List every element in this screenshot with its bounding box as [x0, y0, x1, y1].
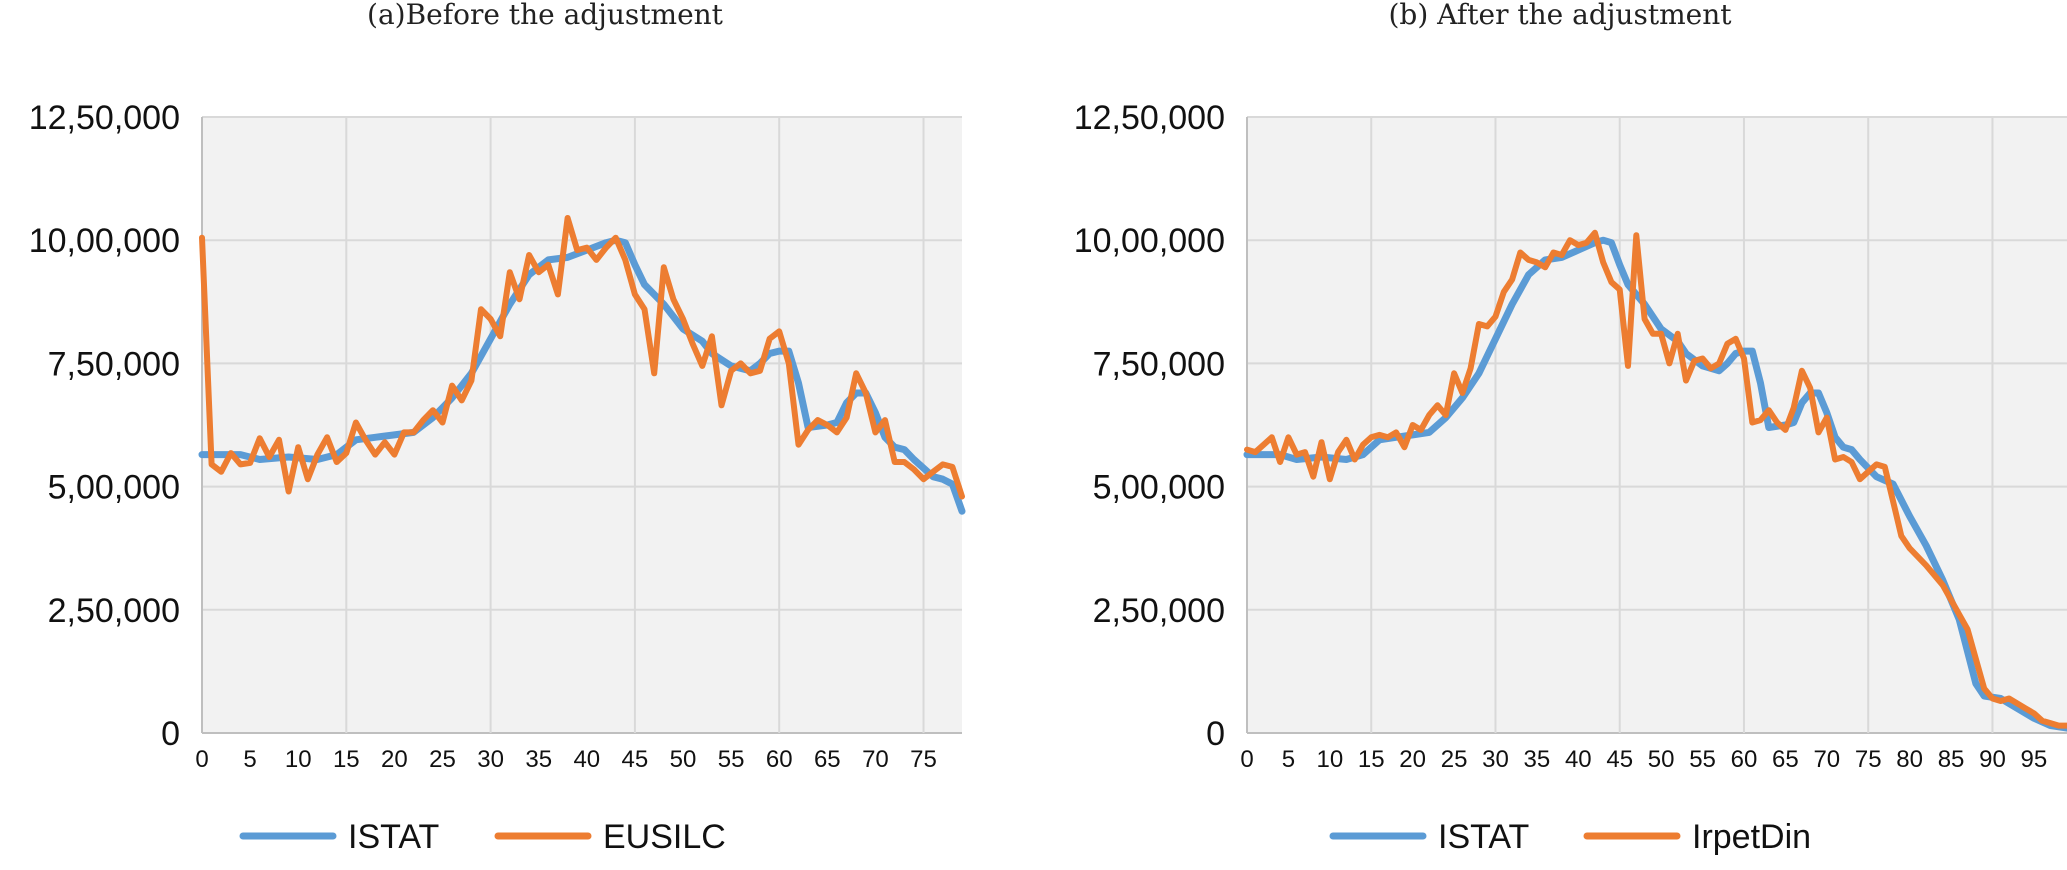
- x-tick-label: 45: [1606, 746, 1633, 773]
- x-tick-label: 65: [1772, 746, 1799, 773]
- x-tick-label: 10: [1316, 746, 1343, 773]
- y-tick-label: 10,00,000: [29, 222, 180, 260]
- x-tick-label: 85: [1938, 746, 1965, 773]
- gridlines-after: [1246, 116, 2067, 734]
- x-tick-label: 40: [573, 746, 600, 773]
- y-tick-label: 7,50,000: [48, 345, 180, 383]
- x-tick-label: 30: [1482, 746, 1509, 773]
- x-tick-label: 35: [1524, 746, 1551, 773]
- x-tick-label: 55: [1689, 746, 1716, 773]
- y-tick-label: 2,50,000: [1093, 592, 1225, 630]
- gridlines-before: [201, 116, 962, 734]
- legend-after: ISTAT IrpetDin: [1329, 818, 1811, 856]
- x-tick-label: 5: [1282, 746, 1295, 773]
- x-tick-label: 75: [1855, 746, 1882, 773]
- y-axis-before: 0 2,50,000 5,00,000 7,50,000 10,00,000 12,50,…: [29, 99, 180, 753]
- series-line-eusilc: [199, 215, 965, 500]
- y-tick-label: 2,50,000: [48, 592, 180, 630]
- x-tick-label: 0: [195, 746, 208, 773]
- x-tick-label: 60: [766, 746, 793, 773]
- y-tick-label: 10,00,000: [1074, 222, 1225, 260]
- y-tick-label: 0: [1206, 715, 1225, 753]
- x-tick-label: 20: [1399, 746, 1426, 773]
- x-tick-label: 25: [1441, 746, 1468, 773]
- legend-label-istat: ISTAT: [1438, 818, 1529, 856]
- y-tick-label: 12,50,000: [1074, 99, 1225, 137]
- series-lines-after: [1243, 229, 2067, 732]
- plot-area-before: [202, 117, 962, 733]
- x-tick-label: 5: [243, 746, 256, 773]
- series-line-istat: [198, 236, 966, 515]
- series-line-istat: [1243, 236, 2067, 732]
- x-tick-label: 0: [1240, 746, 1253, 773]
- chart-title-after: (b) After the adjustment: [1389, 0, 1733, 31]
- panel-after-adjustment: (b) After the adjustment 0 2,50,000 5,00,0…: [1074, 0, 2067, 856]
- plot-area-after: [1247, 117, 2067, 733]
- x-axis-after: 0 5 10 15 20 25 30 35 40 45 50 55 60 65 70 75 80 85 90 95: [1240, 746, 2047, 773]
- x-tick-label: 50: [1648, 746, 1675, 773]
- panel-before-adjustment: (a)Before the adjustment 0 2,50,000 5,00,0…: [29, 0, 966, 856]
- y-tick-label: 5,00,000: [1093, 469, 1225, 507]
- x-tick-label: 30: [477, 746, 504, 773]
- legend-label-eusilc: EUSILC: [603, 818, 726, 856]
- x-tick-label: 45: [622, 746, 649, 773]
- legend-label-irpetdin: IrpetDin: [1692, 818, 1811, 856]
- x-tick-label: 25: [429, 746, 456, 773]
- x-tick-label: 60: [1731, 746, 1758, 773]
- series-line-irpetdin: [1244, 229, 2067, 729]
- y-tick-label: 0: [161, 715, 180, 753]
- x-tick-label: 40: [1565, 746, 1592, 773]
- x-tick-label: 20: [381, 746, 408, 773]
- x-tick-label: 15: [333, 746, 360, 773]
- x-tick-label: 35: [525, 746, 552, 773]
- x-tick-label: 50: [670, 746, 697, 773]
- chart-title-before: (a)Before the adjustment: [367, 0, 724, 31]
- y-tick-label: 12,50,000: [29, 99, 180, 137]
- y-tick-label: 5,00,000: [48, 469, 180, 507]
- x-tick-label: 70: [862, 746, 889, 773]
- x-tick-label: 90: [1979, 746, 2006, 773]
- x-tick-label: 80: [1896, 746, 1923, 773]
- x-tick-label: 10: [285, 746, 312, 773]
- legend-before: ISTAT EUSILC: [239, 818, 726, 856]
- x-tick-label: 55: [718, 746, 745, 773]
- y-tick-label: 7,50,000: [1093, 345, 1225, 383]
- y-axis-after: 0 2,50,000 5,00,000 7,50,000 10,00,000 12,50,…: [1074, 99, 1225, 753]
- x-tick-label: 95: [2021, 746, 2048, 773]
- x-tick-label: 70: [1813, 746, 1840, 773]
- series-lines-before: [198, 215, 966, 515]
- legend-label-istat: ISTAT: [348, 818, 439, 856]
- x-tick-label: 65: [814, 746, 841, 773]
- x-axis-before: 0 5 10 15 20 25 30 35 40 45 50 55 60 65 70 75: [195, 746, 937, 773]
- x-tick-label: 15: [1358, 746, 1385, 773]
- x-tick-label: 75: [910, 746, 937, 773]
